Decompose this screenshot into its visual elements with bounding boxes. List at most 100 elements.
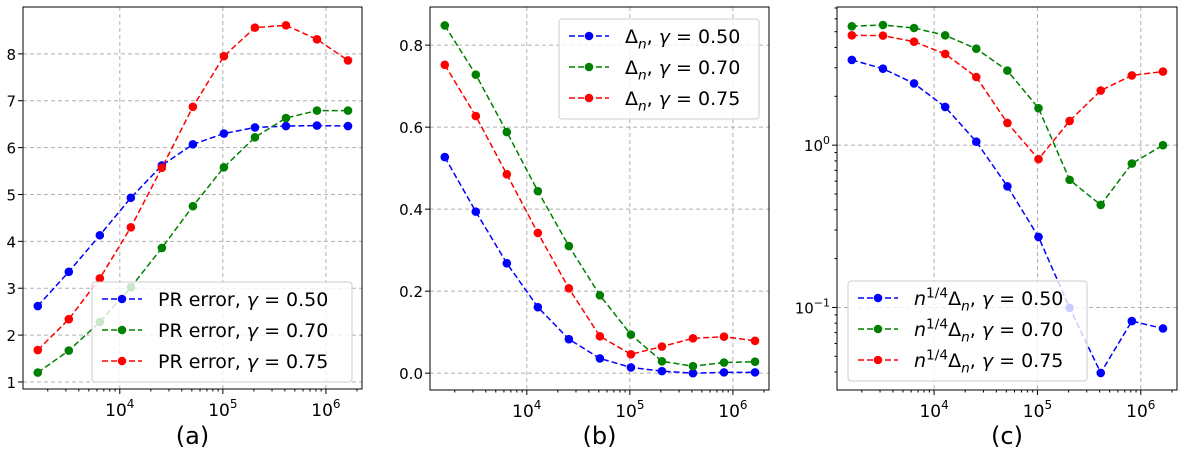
data-point [940, 102, 950, 112]
text-part: 1/4 [926, 285, 948, 301]
tick-exponent: 0 [823, 134, 830, 147]
y-tick-label: 0.6 [399, 119, 423, 137]
data-point [343, 56, 353, 65]
text-part: Δ [948, 350, 961, 372]
legend-marker [117, 325, 127, 335]
series-line [851, 24, 1164, 207]
series-line [851, 59, 1164, 375]
data-point [250, 23, 260, 32]
legend-frame [847, 280, 1088, 382]
data-point [1096, 86, 1106, 95]
series-line [37, 124, 349, 307]
data-point [343, 121, 353, 131]
y-tick-label: 100 [804, 134, 830, 155]
y-tick-label: 0.8 [399, 37, 423, 55]
data-point [719, 368, 729, 377]
data-point [1003, 181, 1012, 191]
data-point [157, 163, 167, 173]
tick-base: 10 [718, 402, 740, 422]
data-point [533, 302, 543, 312]
data-point [64, 314, 74, 324]
x-tick-label: 104 [919, 398, 948, 422]
data-point [971, 72, 981, 82]
data-point [471, 70, 481, 79]
axes-frame [22, 6, 363, 390]
text-part: n [961, 329, 970, 345]
data-point [657, 356, 667, 366]
text-part: = 0.70 [670, 57, 740, 79]
text-part: γ [247, 289, 260, 311]
tick-base: 10 [804, 137, 823, 155]
text-part: n [961, 298, 970, 314]
tick-base: 10 [105, 401, 127, 421]
text-part: Δ [625, 26, 638, 48]
data-point [688, 334, 698, 343]
y-tick-label: 4 [6, 233, 16, 251]
x-tick-label: 104 [105, 397, 134, 421]
data-point [1127, 159, 1137, 168]
legend-label: n1/4Δn, γ = 0.75 [914, 347, 1063, 376]
data-point [343, 106, 353, 115]
data-point [1003, 118, 1012, 128]
text-part: γ [247, 351, 260, 373]
data-point [750, 368, 760, 377]
text-part: = 0.50 [258, 289, 328, 311]
data-point [1127, 71, 1137, 80]
data-point [502, 127, 512, 137]
data-point [909, 79, 919, 88]
text-part: γ [982, 319, 995, 341]
text-part: γ [982, 288, 995, 310]
tick-exponent: 6 [333, 397, 341, 411]
y-tick-label: 3 [6, 280, 16, 298]
tick-exponent: 5 [637, 398, 645, 412]
data-point [440, 21, 450, 30]
data-point [440, 152, 450, 162]
series-2 [847, 31, 1168, 164]
legend-marker [873, 355, 883, 365]
y-tick-label: 8 [6, 46, 16, 64]
legend-marker [873, 293, 883, 303]
panel-label: (c) [991, 422, 1023, 450]
series-line [444, 156, 756, 374]
legend-marker [584, 62, 594, 72]
tick-base: 10 [208, 401, 230, 421]
text-part: , [970, 288, 982, 310]
text-part: n [914, 288, 926, 310]
legend-frame [91, 281, 353, 383]
legend-marker [584, 93, 594, 103]
data-point [219, 162, 229, 172]
tick-base: 10 [512, 402, 534, 422]
data-point [157, 243, 167, 253]
data-point [33, 301, 43, 311]
data-point [471, 207, 481, 216]
data-point [657, 366, 667, 376]
data-point [564, 284, 574, 293]
series-0 [440, 152, 760, 378]
data-point [281, 20, 291, 30]
y-tick-label: 1 [6, 374, 16, 392]
y-tick-label: 6 [6, 140, 16, 158]
tick-base: 10 [1126, 402, 1148, 422]
legend-label: n1/4Δn, γ = 0.50 [914, 285, 1063, 314]
data-point [219, 51, 229, 61]
data-point [312, 106, 322, 115]
data-point [595, 290, 605, 300]
text-part: PR error, [158, 320, 247, 342]
legend-label: PR error, γ = 0.70 [158, 320, 328, 342]
legend-label: Δn, γ = 0.70 [625, 57, 740, 83]
series-line [444, 64, 756, 356]
data-point [250, 133, 260, 142]
data-point [188, 201, 198, 211]
text-part: PR error, [158, 351, 247, 373]
text-part: = 0.75 [258, 351, 328, 373]
tick-base: 10 [795, 299, 814, 317]
y-tick-label: 7 [6, 93, 16, 111]
data-point [657, 342, 667, 351]
text-part: 1/4 [926, 316, 948, 332]
text-part: Δ [625, 57, 638, 79]
data-point [1034, 232, 1043, 242]
series-line [851, 34, 1164, 161]
text-part: n [638, 36, 647, 52]
